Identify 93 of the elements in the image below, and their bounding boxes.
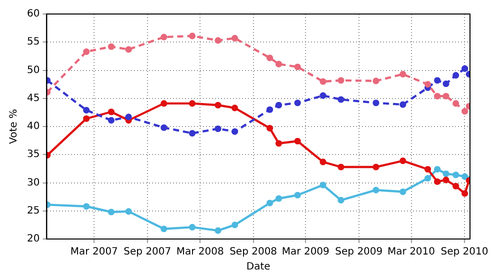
- point: [320, 78, 326, 85]
- point: [434, 166, 441, 173]
- point: [125, 46, 132, 53]
- x-tick-label: Mar 2007: [70, 246, 118, 258]
- point: [461, 65, 468, 72]
- point: [275, 60, 282, 68]
- point: [266, 124, 274, 132]
- x-tick-label: Mar 2008: [176, 246, 224, 258]
- x-tick-label: Sep 2008: [230, 246, 278, 258]
- point: [338, 164, 344, 170]
- point: [231, 34, 238, 42]
- point: [442, 80, 450, 88]
- point: [294, 138, 301, 144]
- point: [188, 100, 196, 107]
- point: [424, 166, 432, 173]
- point: [461, 173, 468, 180]
- y-axis-title: Vote %: [8, 109, 20, 144]
- point: [108, 108, 115, 116]
- point: [125, 208, 132, 215]
- point: [400, 188, 406, 196]
- point: [266, 106, 274, 113]
- point: [214, 125, 222, 132]
- y-tick-label: 45: [26, 92, 40, 104]
- point: [338, 77, 344, 84]
- point: [400, 70, 406, 78]
- point: [452, 72, 460, 79]
- point: [400, 101, 406, 108]
- point: [294, 192, 301, 198]
- point: [294, 64, 301, 70]
- point: [442, 176, 450, 184]
- point: [442, 170, 450, 178]
- x-axis-title: Date: [246, 262, 270, 273]
- point: [424, 81, 432, 88]
- x-tick-label: Sep 2009: [335, 246, 383, 258]
- point: [372, 78, 380, 84]
- point: [275, 102, 282, 108]
- point: [83, 48, 90, 55]
- point: [442, 92, 450, 100]
- y-tick-label: 60: [26, 8, 40, 20]
- point: [188, 130, 196, 137]
- point: [214, 37, 222, 44]
- point: [400, 158, 406, 164]
- point: [452, 100, 460, 107]
- point: [461, 108, 468, 115]
- point: [452, 182, 460, 190]
- y-tick-label: 25: [26, 205, 40, 216]
- point: [214, 102, 222, 108]
- point: [424, 174, 432, 182]
- point: [108, 43, 115, 50]
- point: [372, 186, 380, 194]
- point: [434, 92, 441, 100]
- point: [320, 92, 326, 99]
- x-tick-label: Mar 2009: [282, 246, 330, 258]
- point: [434, 77, 441, 84]
- y-tick-label: 55: [26, 36, 40, 48]
- point: [266, 54, 274, 62]
- y-tick-label: 30: [26, 177, 40, 188]
- point: [372, 164, 380, 170]
- x-tick-label: Sep 2010: [440, 246, 488, 258]
- point: [160, 226, 168, 232]
- point: [231, 128, 238, 135]
- point: [214, 227, 222, 234]
- point: [188, 32, 196, 40]
- y-tick-label: 40: [26, 121, 40, 132]
- point: [320, 182, 326, 188]
- point: [83, 106, 90, 114]
- y-tick-label: 20: [26, 234, 40, 245]
- point: [160, 100, 168, 107]
- point: [108, 117, 115, 124]
- point: [320, 158, 326, 166]
- y-tick-label: 50: [26, 64, 40, 76]
- point: [125, 114, 132, 120]
- point: [372, 100, 380, 106]
- point: [160, 34, 168, 40]
- y-tick-label: 35: [26, 149, 40, 160]
- point: [338, 96, 344, 103]
- point: [338, 196, 344, 204]
- point: [83, 115, 90, 122]
- point: [266, 200, 274, 206]
- point: [461, 190, 468, 197]
- point: [294, 100, 301, 106]
- point: [160, 124, 168, 131]
- point: [108, 208, 115, 216]
- x-tick-label: Sep 2007: [124, 246, 172, 258]
- point: [231, 104, 238, 112]
- point: [452, 172, 460, 178]
- point: [275, 195, 282, 202]
- point: [275, 140, 282, 147]
- point: [434, 178, 441, 185]
- point: [231, 222, 238, 228]
- point: [188, 224, 196, 230]
- x-tick-label: Mar 2010: [388, 246, 436, 258]
- point: [83, 203, 90, 210]
